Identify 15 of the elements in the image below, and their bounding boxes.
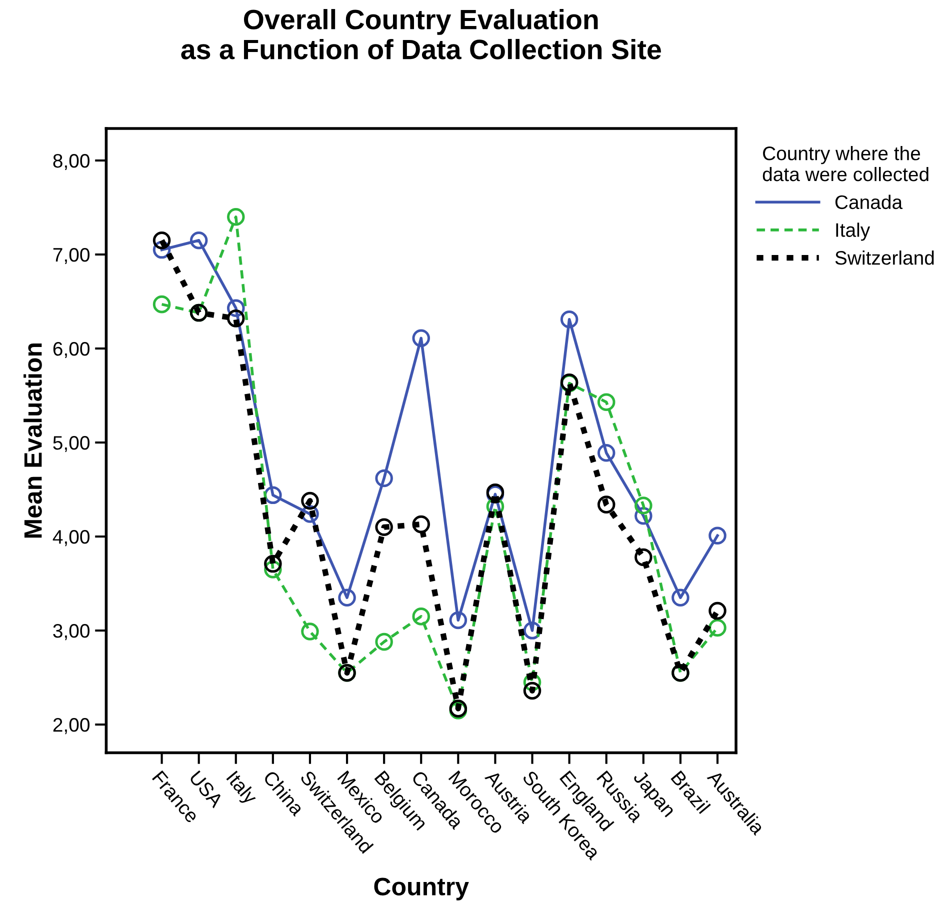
y-tick-label: 5,00 bbox=[53, 436, 90, 452]
y-tick-label: 6,00 bbox=[53, 342, 90, 358]
legend-label: Switzerland bbox=[835, 250, 934, 265]
y-tick-label: 3,00 bbox=[53, 624, 90, 640]
legend-title: Country where the data were collected bbox=[762, 146, 928, 182]
legend-label: Italy bbox=[836, 222, 870, 241]
x-axis-title: Country bbox=[374, 878, 469, 900]
y-tick-label: 8,00 bbox=[53, 154, 90, 170]
y-tick-label: 7,00 bbox=[53, 248, 90, 264]
legend-label: Canada bbox=[835, 194, 903, 210]
y-tick-label: 4,00 bbox=[52, 530, 90, 546]
x-tick-label: Italy bbox=[223, 770, 259, 808]
y-tick-label: 2,00 bbox=[53, 718, 90, 734]
y-axis-title: Mean Evaluation bbox=[24, 344, 42, 538]
chart-title: Overall Country Evaluation as a Function of Data Collection Site bbox=[181, 9, 661, 60]
